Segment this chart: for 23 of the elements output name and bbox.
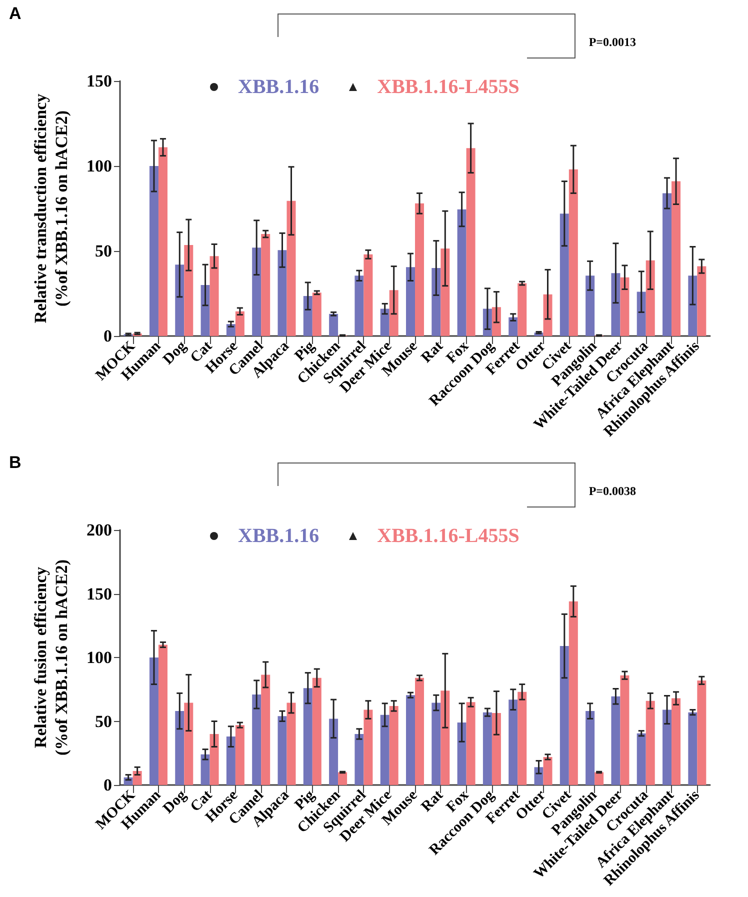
text: P=0.0013 (588, 35, 636, 49)
y-tick-label: 0 (104, 326, 112, 346)
y-axis-title: Relative fusion efficiency (%of XBB.1.16 on hACE2) (31, 560, 71, 756)
text: XBB.1.16 (238, 524, 320, 548)
text: XBB.1.16 (238, 76, 320, 98)
text: P=0.0038 (588, 484, 636, 498)
text: XBB.1.16-L455S (377, 76, 520, 98)
y-tick-label: 100 (86, 156, 112, 176)
y-tick-label: 50 (95, 242, 112, 260)
y-tick-label: 50 (95, 712, 112, 731)
chart-title: B (9, 453, 22, 472)
x-tick-label: Rat (418, 338, 446, 366)
y-tick-label: 200 (86, 520, 112, 540)
y-axis-title: Relative transduction efficiency (%of XBB.1.16 on hACE2) (31, 93, 71, 324)
y-tick-label: 150 (86, 584, 112, 604)
x-tick-label: Dog (160, 338, 190, 368)
chart-title: A (9, 4, 22, 23)
y-tick-label: 100 (86, 648, 112, 667)
y-tick-label: 0 (104, 776, 112, 794)
x-tick-label: Dog (160, 786, 190, 817)
x-tick-label: Rat (418, 787, 446, 816)
text: XBB.1.16-L455S (377, 524, 520, 548)
y-tick-label: 150 (86, 72, 112, 90)
